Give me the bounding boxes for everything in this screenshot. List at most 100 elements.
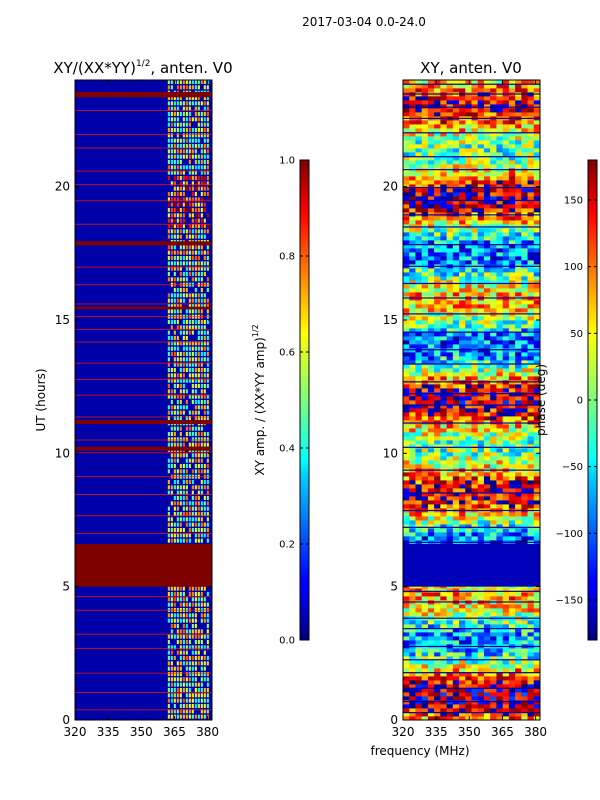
phase-cell (533, 708, 540, 713)
phase-cell (496, 284, 504, 289)
phase-cell (452, 284, 460, 289)
phase-cell (403, 704, 410, 709)
phase-cell (515, 176, 522, 181)
phase-cell (483, 172, 491, 177)
phase-cell (527, 224, 535, 229)
phase-cell (533, 604, 540, 609)
amplitude-cell (188, 112, 191, 116)
phase-cell (446, 184, 454, 189)
amplitude-cell (194, 293, 197, 298)
phase-cell (477, 236, 485, 241)
amplitude-cell (194, 613, 197, 618)
phase-cell (515, 484, 522, 489)
amplitude-cell (170, 426, 173, 431)
phase-cell (434, 716, 441, 720)
phase-cell (496, 636, 504, 641)
amplitude-cell (191, 138, 194, 143)
amplitude-cell (200, 149, 203, 154)
phase-cell (403, 668, 410, 673)
phase-cell (452, 660, 460, 665)
phase-cell (490, 484, 497, 489)
phase-cell (502, 256, 510, 261)
phase-cell (496, 172, 504, 177)
phase-cell (434, 452, 441, 457)
phase-cell (440, 328, 447, 333)
phase-cell (471, 444, 479, 449)
amplitude-cell (200, 229, 203, 234)
phase-cell (502, 164, 510, 169)
phase-cell (508, 308, 516, 313)
phase-cell (421, 308, 429, 313)
amplitude-cell (173, 128, 176, 132)
phase-cell (527, 172, 535, 177)
amplitude-cell (191, 352, 194, 356)
phase-cell (415, 416, 423, 421)
phase-cell (415, 536, 423, 541)
phase-cell (527, 200, 535, 205)
amplitude-cell (170, 528, 173, 532)
phase-cell (465, 376, 472, 381)
amplitude-cell (200, 176, 203, 180)
phase-cell (409, 248, 416, 253)
phase-cell (515, 368, 522, 373)
amplitude-cell (188, 229, 191, 234)
phase-cell (452, 152, 460, 157)
amplitude-cell (167, 85, 170, 90)
amplitude-cell (200, 485, 203, 490)
amplitude-cell (185, 378, 188, 383)
amplitude-cell (200, 208, 203, 212)
phase-cell (496, 396, 504, 401)
phase-cell (403, 432, 410, 437)
phase-cell (490, 640, 497, 645)
amplitude-cell (200, 80, 203, 84)
phase-cell (452, 404, 460, 409)
phase-cell (533, 236, 540, 241)
amplitude-cell (185, 266, 188, 271)
amplitude-cell (188, 496, 191, 500)
amplitude-cell (179, 704, 182, 708)
phase-cell (521, 404, 528, 409)
amplitude-cell (176, 256, 179, 260)
phase-cell (471, 448, 479, 453)
phase-cell (477, 604, 485, 609)
amplitude-cell (173, 538, 176, 543)
phase-cell (521, 344, 528, 349)
amplitude-cell (173, 362, 176, 367)
phase-cell (446, 288, 454, 293)
amplitude-cell (191, 160, 194, 164)
phase-cell (483, 316, 491, 321)
phase-cell (421, 612, 429, 617)
phase-cell (477, 476, 485, 481)
phase-cell (465, 472, 472, 477)
phase-cell (533, 316, 540, 321)
phase-cell (415, 440, 423, 445)
phase-cell (515, 472, 522, 477)
phase-cell (440, 444, 447, 449)
amplitude-cell (182, 522, 185, 527)
amplitude-cell (176, 352, 179, 356)
phase-cell (415, 188, 423, 193)
phase-cell (490, 492, 497, 497)
amplitude-cell (167, 117, 170, 122)
phase-cell (527, 276, 535, 281)
phase-cell (452, 272, 460, 277)
amplitude-cell (176, 208, 179, 212)
phase-cell (415, 148, 423, 153)
phase-cell (434, 388, 441, 393)
phase-cell (483, 656, 491, 661)
phase-cell (446, 216, 454, 221)
phase-cell (403, 244, 410, 249)
amplitude-cell (206, 640, 209, 644)
phase-cell (527, 704, 535, 709)
amplitude-cell (179, 149, 182, 154)
amplitude-cell (176, 586, 179, 591)
phase-cell (434, 196, 441, 201)
amplitude-cell (185, 213, 188, 218)
phase-cell (483, 620, 491, 625)
phase-cell (508, 300, 516, 305)
phase-cell (521, 336, 528, 341)
amplitude-cell (167, 106, 170, 111)
phase-cell (483, 336, 491, 341)
phase-cell (521, 272, 528, 277)
amplitude-cell (203, 400, 206, 404)
